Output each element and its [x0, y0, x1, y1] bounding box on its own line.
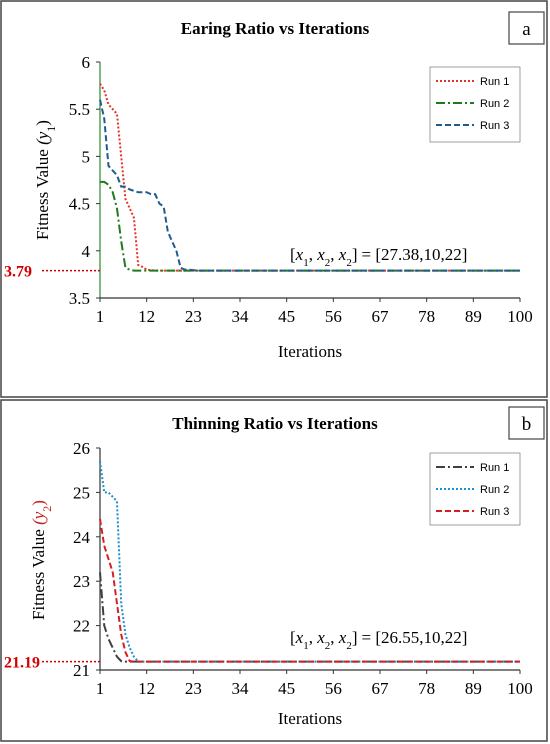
chart1-y-tick-label: 26	[73, 439, 90, 458]
chart0-x-tick-label: 1	[96, 307, 105, 326]
chart0-x-tick-label: 78	[418, 307, 435, 326]
panel-label-box-a	[508, 11, 545, 45]
chart0-y-tick-label: 6	[82, 53, 91, 72]
panel-b: Thinning Ratio vs Iterations b 212223242…	[0, 399, 548, 742]
chart1-y-tick-label: 25	[73, 483, 90, 502]
chart0-y-tick-label: 3.5	[69, 289, 90, 308]
chart0-annotation: [x1, x2, x2] = [27.38,10,22]	[290, 245, 467, 269]
chart1-x-tick-label: 67	[372, 679, 390, 698]
chart0-y-axis-label: Fitness Value (y1)	[33, 120, 58, 240]
chart1-series-line-1	[99, 572, 520, 663]
chart1-y-axis-symbol-close: )	[29, 500, 48, 506]
chart0-series-line-1	[99, 83, 520, 272]
chart0-y-axis-label-text: Fitness Value	[33, 145, 52, 240]
chart-title-b: Thinning Ratio vs Iterations	[172, 414, 378, 433]
chart0-x-tick-label: 34	[232, 307, 250, 326]
chart1-marker-label: 21.19	[4, 655, 40, 672]
chart1-x-tick-label: 1	[96, 679, 105, 698]
chart1-legend: Run 1 Run 2 Run 3	[429, 452, 521, 526]
chart0-marker-label: 3.79	[4, 264, 32, 281]
chart0-legend: Run 1 Run 2 Run 3	[429, 66, 521, 143]
chart1-y-axis-symbol: (y	[29, 511, 48, 525]
chart0-x-axis-label: Iterations	[278, 342, 342, 361]
chart1-legend-label-2: Run 2	[480, 484, 509, 496]
chart0-y-tick-label: 4.5	[69, 195, 90, 214]
chart1-y-tick-label: 23	[73, 572, 90, 591]
panel-a: Earing Ratio vs Iterations a 3.5 4 4.5 5 5.5…	[0, 0, 548, 398]
chart1-x-axis-label: Iterations	[278, 709, 342, 728]
chart1-x-tick-label: 45	[278, 679, 295, 698]
chart1-x-tick-label: 23	[185, 679, 202, 698]
chart0-x-tick-label: 56	[325, 307, 342, 326]
chart1-x-tick-label: 100	[507, 679, 533, 698]
chart0-legend-label-2: Run 2	[480, 98, 509, 110]
chart1-series-line-3	[99, 518, 520, 663]
chart1-legend-label-1: Run 1	[480, 462, 509, 474]
chart0-x-tick-label: 100	[507, 307, 533, 326]
chart-title-a: Earing Ratio vs Iterations	[181, 19, 370, 38]
chart1-y-tick-label: 24	[73, 528, 91, 547]
chart1-x-tick-label: 34	[232, 679, 250, 698]
chart1-y-axis-label-text: Fitness Value	[29, 525, 48, 620]
chart0-legend-box	[429, 66, 521, 143]
chart0-y-axis-symbol-close: )	[33, 120, 52, 126]
chart1-x-tick-label: 89	[465, 679, 482, 698]
chart1-y-tick-label: 22	[73, 617, 90, 636]
chart0-x-tick-label: 67	[372, 307, 390, 326]
chart1-x-tick-label: 78	[418, 679, 435, 698]
chart1-legend-label-3: Run 3	[480, 506, 509, 518]
chart0-legend-label-3: Run 3	[480, 120, 509, 132]
chart1-annotation: [x1, x2, x2] = [26.55,10,22]	[290, 628, 467, 652]
chart0-x-tick-label: 45	[278, 307, 295, 326]
chart0-y-tick-label: 5	[82, 147, 91, 166]
chart1-x-tick-label: 56	[325, 679, 342, 698]
chart1-y-tick-label: 21	[73, 661, 90, 680]
chart0-x-tick-label: 89	[465, 307, 482, 326]
chart0-x-tick-label: 12	[138, 307, 155, 326]
panel-a-frame	[0, 0, 548, 398]
chart0-legend-label-1: Run 1	[480, 76, 509, 88]
chart0-series-line-2	[100, 180, 520, 272]
panel-label-b: b	[522, 414, 532, 435]
chart1-y-axis-label: Fitness Value (y2)	[29, 500, 54, 620]
panel-label-a: a	[522, 19, 531, 40]
chart0-y-tick-label: 5.5	[69, 100, 90, 119]
chart1-x-tick-label: 12	[138, 679, 155, 698]
chart0-y-axis-subscript: 1	[44, 126, 58, 132]
chart0-series-line-3	[99, 99, 520, 272]
panel-b-frame	[0, 399, 548, 742]
chart0-y-axis-symbol: (y	[33, 131, 52, 145]
chart1-y-axis-subscript: 2	[40, 506, 54, 512]
chart0-y-tick-label: 4	[82, 242, 91, 261]
chart0-x-tick-label: 23	[185, 307, 202, 326]
panel-label-box-b	[508, 406, 545, 440]
